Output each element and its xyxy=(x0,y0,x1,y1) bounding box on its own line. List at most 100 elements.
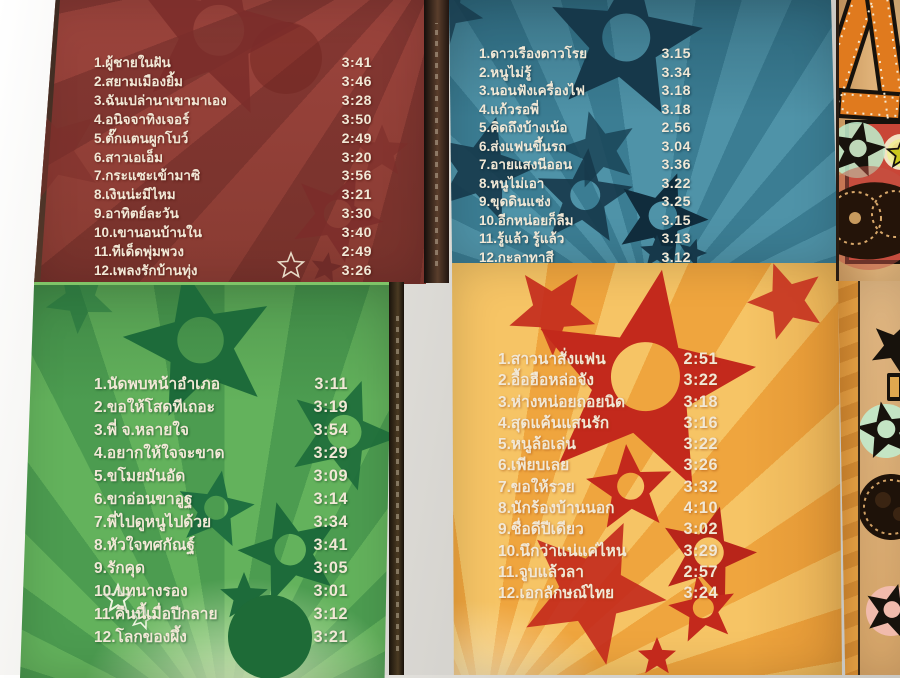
track-title: 2.อื้อฮือหล่อจัง xyxy=(498,372,594,390)
track-duration: 3:19 xyxy=(313,398,348,416)
track-duration: 3:28 xyxy=(341,92,372,109)
track-duration: 3:22 xyxy=(683,435,718,454)
track-duration: 3:32 xyxy=(683,477,718,496)
track-row: 12.เอกลักษณ์ไทย 3:24 xyxy=(498,583,718,604)
track-title: 5.หนูล้อเล่น xyxy=(498,436,576,454)
track-title: 10.เขานอนบ้านใน xyxy=(94,225,202,241)
track-row: 6.สาวเอเอ็ม 3:20 xyxy=(94,149,372,168)
track-row: 9.อาทิตย์ละวัน 3:30 xyxy=(94,205,372,224)
track-duration: 3:50 xyxy=(341,111,372,128)
track-row: 4.แก้วรอพี่ 3.18 xyxy=(479,101,691,120)
film-reel-icon xyxy=(871,190,900,238)
film-reel-icon xyxy=(863,479,900,535)
track-title: 11.คืนนี้เมื่อปีกลาย xyxy=(94,606,218,623)
track-row: 11.ทีเด็ดพุ่มพวง 2:49 xyxy=(94,243,372,262)
track-duration: 3.12 xyxy=(661,249,691,264)
track-row: 3.ห่างหน่อยถอยนิด 3:18 xyxy=(498,392,718,413)
star-icon xyxy=(637,637,677,674)
track-title: 11.รู้แล้ว รู้แล้ว xyxy=(479,231,565,246)
track-duration: 3:41 xyxy=(341,55,372,71)
track-row: 11.คืนนี้เมื่อปีกลาย 3:12 xyxy=(94,603,348,626)
track-title: 11.ทีเด็ดพุ่มพวง xyxy=(94,244,184,260)
track-title: 1.ผู้ชายในฝัน xyxy=(94,55,171,70)
track-row: 3.พี่ จ.หลายใจ 3:54 xyxy=(94,419,348,442)
letter-motif xyxy=(883,134,900,170)
cd-cover-red: 1.ผู้ชายในฝัน 3:41 2.สยามเมืองยิ้ม 3:46 3.… xyxy=(34,0,426,284)
track-duration: 3:22 xyxy=(683,371,718,390)
track-duration: 3:21 xyxy=(313,628,348,646)
track-row: 8.หัวใจทศกัณฐ์ 3:41 xyxy=(94,534,348,557)
track-duration: 2:49 xyxy=(341,130,372,147)
track-row: 9.ชื่อดีปีเดียว 3:02 xyxy=(498,519,718,540)
tan-cover-art xyxy=(860,311,900,640)
track-title: 6.สาวเอเอ็ม xyxy=(94,149,164,165)
track-row: 2.หนูไม่รู้ 3.34 xyxy=(479,64,691,83)
track-duration: 3:40 xyxy=(341,225,372,242)
track-list-green: 1.นัดพบหน้าอำเภอ 3:11 2.ขอให้โสดทีเถอะ 3:1… xyxy=(94,373,348,649)
track-row: 8.หนูไม่เอา 3.22 xyxy=(479,175,691,194)
track-title: 6.ขาอ่อนขาอูฐ xyxy=(94,491,193,508)
track-title: 12.เอกลักษณ์ไทย xyxy=(498,585,615,603)
star-glow xyxy=(839,122,885,178)
track-title: 12.กะลาทาสี xyxy=(479,249,554,264)
track-title: 3.ห่างหน่อยถอยนิด xyxy=(498,393,626,411)
track-title: 10.บทนางรอง xyxy=(94,583,188,600)
track-duration: 3:54 xyxy=(313,421,348,439)
track-title: 8.นักร้องบ้านนอก xyxy=(498,500,615,518)
track-row: 1.สาวนาสั่งแฟน 2:51 xyxy=(498,349,718,370)
track-title: 8.หนูไม่เอา xyxy=(479,175,545,191)
track-duration: 3:21 xyxy=(341,187,372,204)
track-list-orange: 1.สาวนาสั่งแฟน 2:51 2.อื้อฮือหล่อจัง 3:22 … xyxy=(498,349,718,605)
track-duration: 3:30 xyxy=(341,206,372,223)
track-title: 7.อายแสงนีออน xyxy=(479,157,573,172)
track-duration: 3:26 xyxy=(683,456,718,475)
track-row: 4.อนิจจาทิงเจอร์ 3:50 xyxy=(94,111,372,130)
track-row: 6.ขาอ่อนขาอูฐ 3:14 xyxy=(94,488,348,511)
track-title: 6.ส่งแฟนขึ้นรถ xyxy=(479,138,567,154)
track-duration: 3:56 xyxy=(341,168,372,185)
track-title: 1.สาวนาสั่งแฟน xyxy=(498,351,606,368)
track-duration: 3:29 xyxy=(313,444,348,462)
track-duration: 2:51 xyxy=(683,350,718,368)
track-title: 5.คิดถึงบ้างเน้อ xyxy=(479,120,568,135)
track-title: 3.ฉันเปล่านาเขามาเอง xyxy=(94,92,227,108)
track-list-blue: 1.ดาวเรืองดาวโรย 3.15 2.หนูไม่รู้ 3.34 3.น… xyxy=(479,45,691,263)
track-row: 4.อยากให้ใจจะขาด 3:29 xyxy=(94,442,348,465)
track-title: 4.สุดแค้นแสนรัก xyxy=(498,414,610,432)
track-title: 4.อยากให้ใจจะขาด xyxy=(94,445,225,462)
track-row: 1.ผู้ชายในฝัน 3:41 xyxy=(94,54,372,73)
track-row: 4.สุดแค้นแสนรัก 3:16 xyxy=(498,413,718,434)
track-duration: 3.13 xyxy=(661,231,691,247)
track-title: 4.แก้วรอพี่ xyxy=(479,101,539,117)
track-title: 9.ขุดดินแช่ง xyxy=(479,194,551,209)
track-duration: 3:34 xyxy=(313,513,348,531)
cd-cover-tan-partial xyxy=(858,281,900,675)
cd-cover-blue: 1.ดาวเรืองดาวโรย 3.15 2.หนูไม่รู้ 3.34 3.น… xyxy=(449,0,838,263)
track-duration: 3:11 xyxy=(314,375,348,393)
track-row: 6.เพียบเลย 3:26 xyxy=(498,455,718,476)
film-reel-icon xyxy=(839,191,882,245)
track-row: 3.ฉันเปล่านาเขามาเอง 3:28 xyxy=(94,92,372,111)
film-reel-icon xyxy=(849,212,861,224)
track-title: 8.หัวใจทศกัณฐ์ xyxy=(94,537,195,554)
track-duration: 3:14 xyxy=(313,490,348,508)
marquee-ribbon xyxy=(839,0,900,139)
cd-cover-orange: 1.สาวนาสั่งแฟน 2:51 2.อื้อฮือหล่อจัง 3:22 … xyxy=(452,263,842,675)
track-duration: 3:02 xyxy=(683,520,718,539)
track-title: 2.ขอให้โสดทีเถอะ xyxy=(94,399,216,416)
track-row: 8.นักร้องบ้านนอก 4:10 xyxy=(498,498,718,519)
track-row: 7.อายแสงนีออน 3.36 xyxy=(479,156,691,175)
star-icon xyxy=(737,263,834,345)
circle-motif xyxy=(228,595,312,678)
track-duration: 3.25 xyxy=(661,194,691,210)
track-title: 8.เงินน่ะมีไหม xyxy=(94,187,176,203)
track-row: 12.โลกของผึ้ง 3:21 xyxy=(94,626,348,649)
track-duration: 2.56 xyxy=(661,120,691,136)
track-duration: 3:46 xyxy=(341,73,372,90)
track-title: 10.นึกว่าแน่แค่ไหน xyxy=(498,542,627,560)
track-title: 9.รักคุด xyxy=(94,560,146,577)
track-row: 10.นึกว่าแน่แค่ไหน 3:29 xyxy=(498,541,718,562)
track-duration: 3.22 xyxy=(661,175,691,192)
track-row: 2.ขอให้โสดทีเถอะ 3:19 xyxy=(94,396,348,419)
